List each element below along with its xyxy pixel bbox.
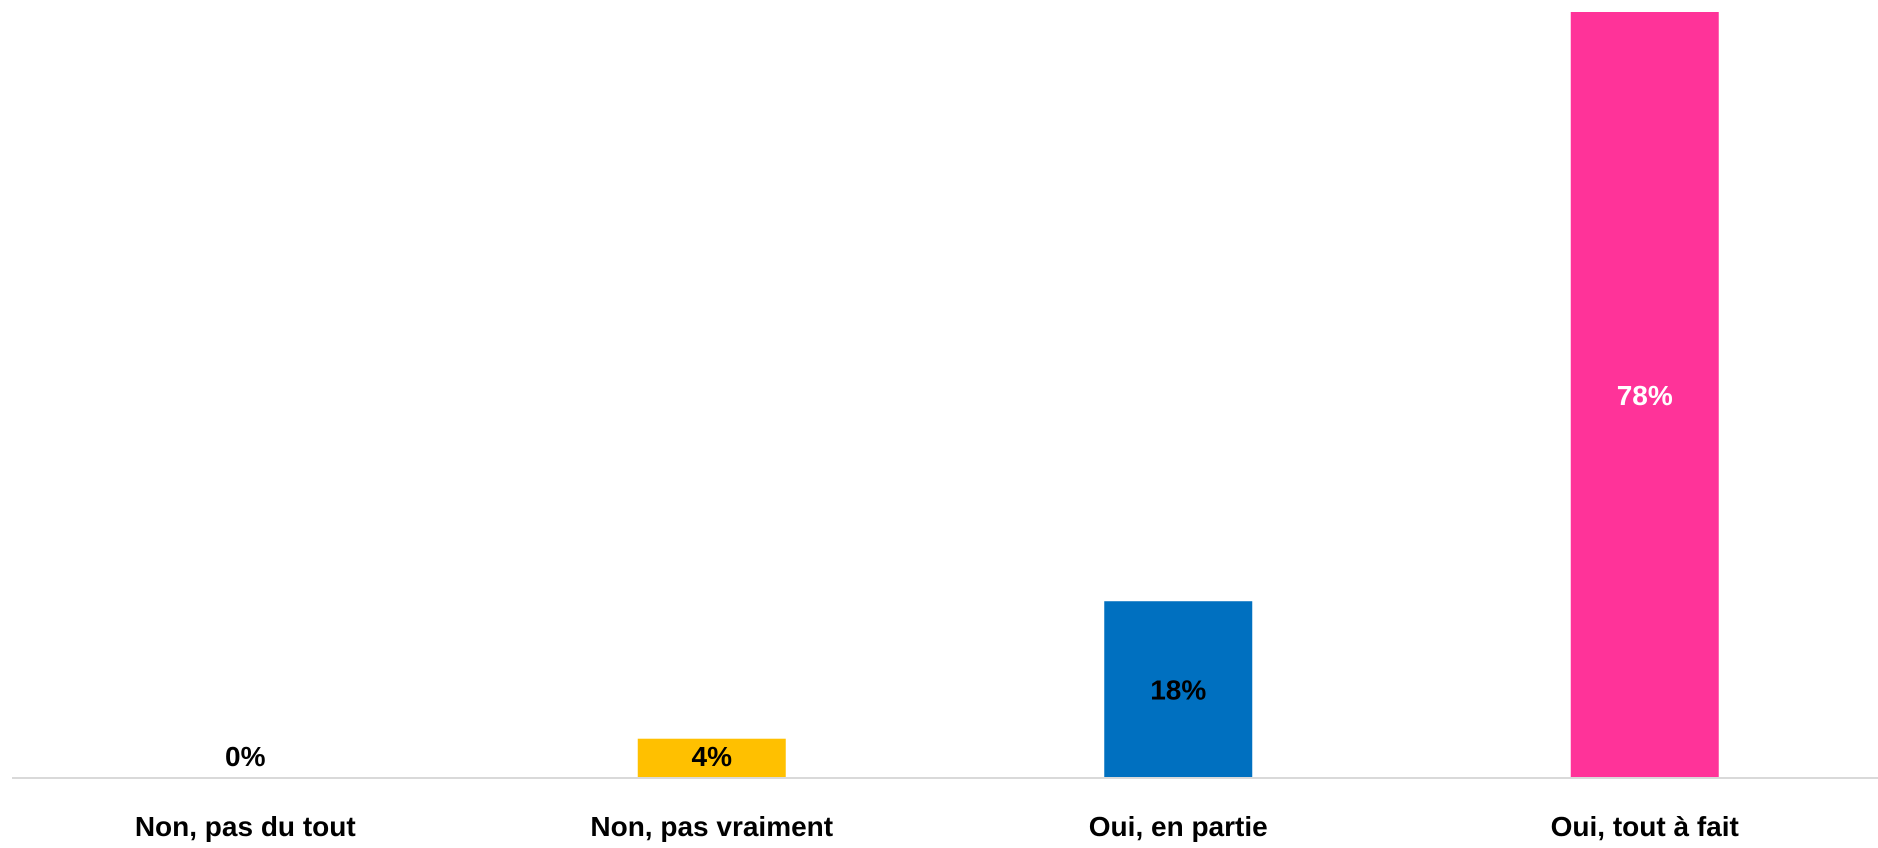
bars-layer (637, 12, 1719, 778)
bar-4 (1570, 12, 1719, 778)
value-label-4: 78% (1617, 380, 1673, 411)
bar-3 (1104, 601, 1253, 778)
value-label-2: 4% (692, 741, 733, 772)
value-label-1: 0% (225, 741, 266, 772)
category-label-2: Non, pas vraiment (590, 811, 833, 842)
value-label-3: 18% (1150, 675, 1206, 706)
category-label-3: Oui, en partie (1089, 811, 1268, 842)
bar-2 (637, 738, 786, 778)
category-label-4: Oui, tout à fait (1551, 811, 1739, 842)
category-label-1: Non, pas du tout (135, 811, 356, 842)
value-labels-layer: 0% 4% 18% 78% (225, 380, 1673, 772)
category-labels-layer: Non, pas du tout Non, pas vraiment Oui, en… (135, 811, 1739, 842)
